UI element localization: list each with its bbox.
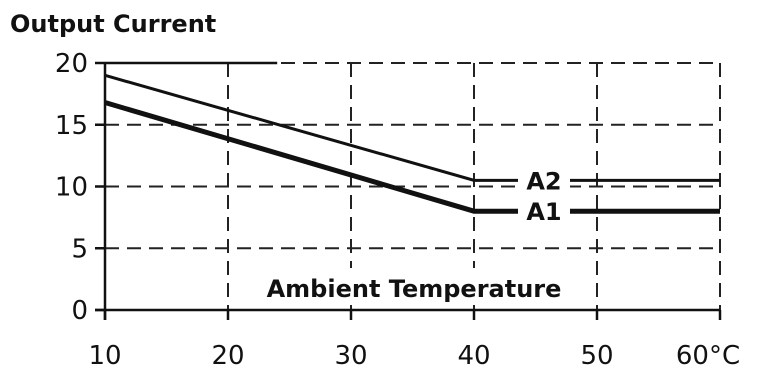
series-line-a2 xyxy=(104,73,720,182)
series-label-background xyxy=(518,166,570,195)
y-tick-label: 10 xyxy=(55,173,88,203)
x-tick-label: 30 xyxy=(334,341,367,371)
y-tick-label: 5 xyxy=(71,234,88,264)
axes xyxy=(95,61,722,320)
tick-labels: 10 20 30 40 50 60°C 0 5 10 15 20 xyxy=(55,49,740,371)
chart-title: Output Current xyxy=(10,10,216,38)
x-tick-label: 50 xyxy=(580,341,613,371)
y-tick-label: 20 xyxy=(55,49,88,79)
series-lines xyxy=(104,73,720,214)
series-line-a1 xyxy=(104,100,720,214)
x-tick-label: 20 xyxy=(211,341,244,371)
x-tick-label: 40 xyxy=(457,341,490,371)
y-tick-label: 15 xyxy=(55,111,88,141)
x-tick-label: 10 xyxy=(88,341,121,371)
x-axis-label-background xyxy=(236,268,592,304)
series-label-a2: A2 xyxy=(526,167,561,195)
x-axis-label: Ambient Temperature xyxy=(267,275,562,303)
series-label-a1: A1 xyxy=(526,198,561,226)
y-tick-label: 0 xyxy=(71,296,88,326)
series-label-background xyxy=(518,197,570,226)
x-tick-label: 60°C xyxy=(676,341,740,371)
